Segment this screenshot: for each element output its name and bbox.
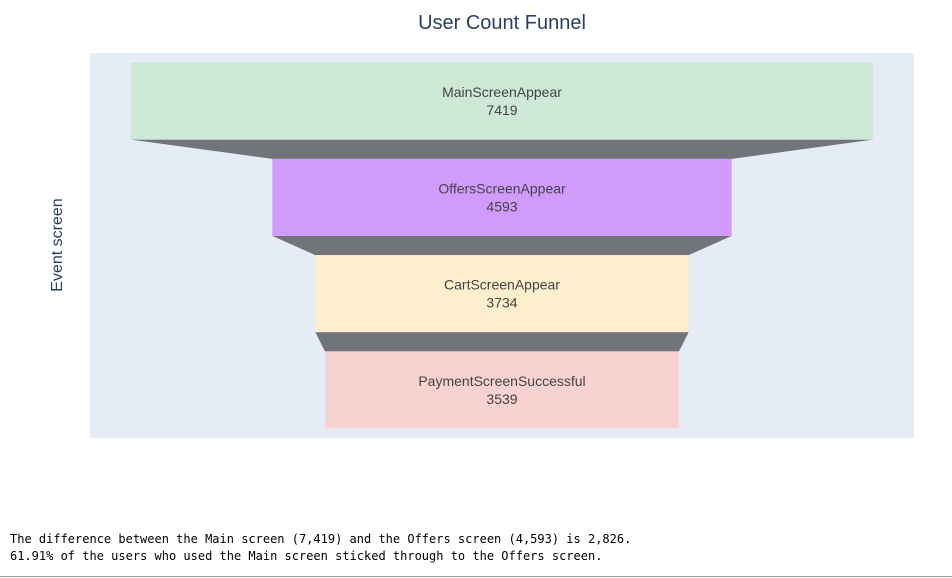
funnel-connector-2 [315, 332, 689, 352]
funnel-bars [131, 62, 873, 429]
funnel-stage-label-2: CartScreenAppear [444, 277, 560, 293]
y-axis-label: Event screen [49, 198, 66, 292]
output-divider [0, 576, 952, 577]
funnel-value-label-2: 3734 [486, 295, 517, 311]
funnel-value-label-0: 7419 [486, 102, 517, 118]
funnel-bar-2[interactable] [315, 255, 689, 333]
funnel-stage-label-0: MainScreenAppear [442, 84, 562, 100]
funnel-labels: MainScreenAppear 7419 OffersScreenAppear 45… [418, 84, 585, 407]
funnel-chart: MainScreenAppear 7419 OffersScreenAppear 45… [90, 53, 914, 438]
funnel-value-label-3: 3539 [486, 391, 517, 407]
funnel-bar-3[interactable] [325, 351, 679, 429]
funnel-stage-label-3: PaymentScreenSuccessful [418, 373, 585, 389]
funnel-connectors [131, 139, 873, 352]
funnel-bar-1[interactable] [272, 158, 732, 236]
funnel-connector-1 [272, 235, 732, 256]
output-line-1: The difference between the Main screen (… [10, 532, 632, 546]
output-text: The difference between the Main screen (… [10, 531, 631, 565]
funnel-stage-label-1: OffersScreenAppear [438, 180, 566, 196]
funnel-bar-0[interactable] [131, 62, 873, 140]
chart-title: User Count Funnel [418, 12, 586, 34]
output-line-2: 61.91% of the users who used the Main sc… [10, 549, 603, 563]
funnel-connector-0 [131, 139, 873, 159]
funnel-value-label-1: 4593 [486, 198, 517, 214]
